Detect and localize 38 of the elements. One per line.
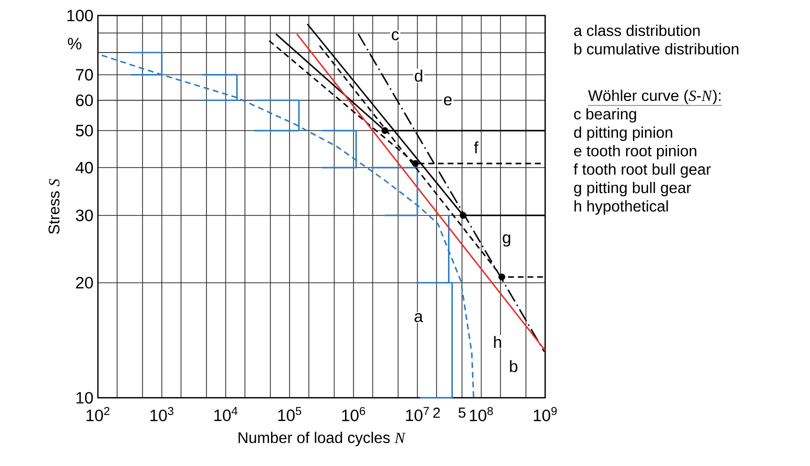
text: a class distribution xyxy=(574,24,700,36)
y-tick-label: 60 xyxy=(76,94,93,106)
x-tick-label: 10$^{6}$ xyxy=(342,407,366,422)
x-tick-label: 10$^{9}$ xyxy=(534,407,557,422)
text: Wöhler curve (S-N): xyxy=(588,90,721,104)
y-tick-label: 30 xyxy=(76,210,93,222)
y-tick-label: 40 xyxy=(76,162,93,174)
text: e tooth root pinion xyxy=(574,145,696,160)
x-axis-title: Number of load cycles N xyxy=(238,432,406,446)
text: c bearing xyxy=(574,108,636,123)
text: 5 xyxy=(458,408,466,418)
annotation: b xyxy=(510,360,518,372)
y-axis-title: Stress S xyxy=(48,179,60,234)
x-tick-label: 10$^{8}$ xyxy=(470,407,493,422)
annotation: c xyxy=(392,31,399,40)
y-tick-label: 70 xyxy=(76,69,93,81)
y-tick-label: 50 xyxy=(76,124,93,137)
x-tick-label: 10$^{2}$ xyxy=(86,407,110,422)
annotation: e xyxy=(444,96,452,106)
text: g pitting bull gear xyxy=(574,182,691,196)
text: % xyxy=(68,38,82,50)
annotation: 2 xyxy=(433,408,440,418)
x-tick-label: 10$^{5}$ xyxy=(278,407,302,422)
annotation: d xyxy=(414,70,422,82)
y-tick-label: 100 xyxy=(67,10,93,22)
annotation: f xyxy=(474,142,478,154)
y-tick-label: 20 xyxy=(76,277,93,289)
annotation: h xyxy=(494,336,502,348)
x-tick-label: 10$^{3}$ xyxy=(150,407,174,422)
y-tick-label: 10 xyxy=(76,392,93,404)
x-tick-label: 10$^{7}$ xyxy=(406,407,429,422)
x-tick-label: 10$^{4}$ xyxy=(214,407,238,422)
text: d pitting pinion xyxy=(574,126,672,142)
annotation: a xyxy=(414,313,424,322)
text: b cumulative distribution xyxy=(574,43,738,55)
text: f tooth root bull gear xyxy=(574,164,711,178)
text: h hypothetical xyxy=(574,200,668,215)
annotation: g xyxy=(502,234,510,247)
